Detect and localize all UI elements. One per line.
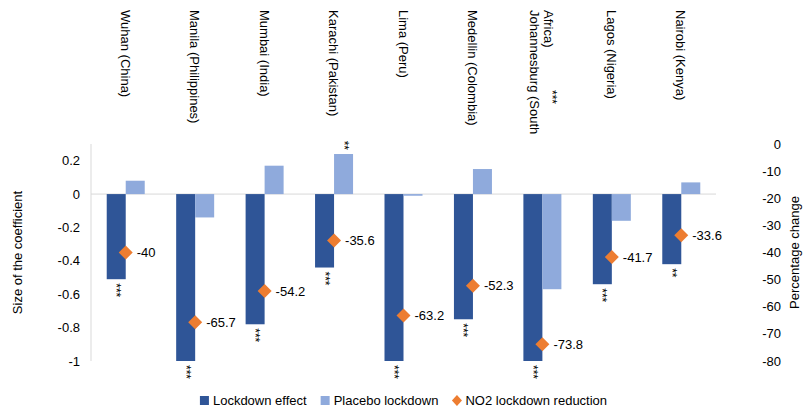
y2-tick-label: -10 <box>762 164 781 179</box>
bar <box>523 194 542 361</box>
y-axis-title: Size of the coefficient <box>10 190 25 314</box>
significance: *** <box>545 90 559 104</box>
y-tick-label: -0.4 <box>58 253 80 268</box>
category-label-line: Nairobi (Kenya) <box>673 10 688 100</box>
y-tick-label: 0.2 <box>62 153 80 168</box>
bar <box>593 194 612 284</box>
significance: *** <box>456 323 470 337</box>
diamond-marker <box>119 246 133 260</box>
data-label: -41.7 <box>623 250 653 265</box>
data-label: -63.2 <box>415 308 445 323</box>
bar <box>404 194 423 196</box>
category-label-line: Wuhan (China) <box>118 10 133 97</box>
bar <box>265 166 284 194</box>
category-label-line: Johannesburg (South <box>527 10 542 134</box>
y2-tick-label: -20 <box>762 191 781 206</box>
y2-axis-title: Percentage change <box>787 196 802 309</box>
y-tick-label: -1 <box>68 354 80 369</box>
diamond-marker <box>535 337 549 351</box>
category-label: Mumbai (India) <box>257 10 272 97</box>
bar <box>176 194 195 361</box>
category-label-line: Lima (Peru) <box>396 10 411 78</box>
bar <box>246 194 265 324</box>
y2-tick-label: -40 <box>762 245 781 260</box>
legend-label: Placebo lockdown <box>334 393 439 408</box>
category-label: Manila (Philippines) <box>187 10 202 123</box>
category-label: Medellin (Colombia) <box>465 10 480 126</box>
data-label: -33.6 <box>692 228 722 243</box>
legend-swatch <box>321 396 330 405</box>
bar <box>195 194 214 217</box>
y2-tick-label: 0 <box>774 137 781 152</box>
diamond-marker <box>466 279 480 293</box>
labels: *******************************-40-65.7-… <box>109 90 722 379</box>
category-label: Wuhan (China) <box>118 10 133 97</box>
bar <box>542 194 561 289</box>
legend-label: Lockdown effect <box>213 393 307 408</box>
significance: *** <box>318 272 332 286</box>
y2-tick-label: -60 <box>762 299 781 314</box>
data-label: -35.6 <box>345 233 375 248</box>
y2-tick-label: -70 <box>762 326 781 341</box>
data-label: -54.2 <box>276 284 306 299</box>
category-label-line: Mumbai (India) <box>257 10 272 97</box>
bar <box>107 194 126 279</box>
y-tick-label: 0 <box>73 187 80 202</box>
category-label: Karachi (Pakistan) <box>326 10 341 116</box>
significance: *** <box>595 288 609 302</box>
data-label: -65.7 <box>206 315 236 330</box>
category-label-line: Manila (Philippines) <box>187 10 202 123</box>
bar <box>334 154 353 194</box>
diamond-marker <box>188 315 202 329</box>
diamond-marker <box>605 250 619 264</box>
bar <box>662 194 681 264</box>
legend-label: NO2 lockdown reduction <box>465 393 607 408</box>
category-label-line: Africa) <box>541 10 556 48</box>
data-label: -52.3 <box>484 278 514 293</box>
category-label-line: Karachi (Pakistan) <box>326 10 341 116</box>
significance: ** <box>337 141 351 151</box>
bar <box>126 181 145 194</box>
y-tick-label: -0.2 <box>58 220 80 235</box>
diamond-marker <box>258 284 272 298</box>
bar <box>681 182 700 194</box>
y-tick-label: -0.8 <box>58 320 80 335</box>
y2-tick-label: -50 <box>762 272 781 287</box>
category-label: Nairobi (Kenya) <box>673 10 688 100</box>
chart: -1 -0.8 -0.6 -0.4 -0.2 0 0.2 -80 -70 -60 -50 -40 -30… <box>0 0 804 417</box>
data-label: -40 <box>137 245 156 260</box>
y2-tick-label: -30 <box>762 218 781 233</box>
significance: *** <box>248 328 262 342</box>
significance: ** <box>665 268 679 278</box>
bar <box>473 169 492 194</box>
diamond-marker <box>674 228 688 242</box>
category-label: Johannesburg (SouthAfrica) <box>527 10 556 134</box>
significance: *** <box>387 365 401 379</box>
legend-swatch <box>452 395 462 406</box>
category-label: Lagos (Nigeria) <box>604 10 619 99</box>
legend-swatch <box>200 396 209 405</box>
bar <box>454 194 473 319</box>
diamond-marker <box>397 308 411 322</box>
y-tick-label: -0.6 <box>58 287 80 302</box>
bar <box>385 194 404 361</box>
significance: *** <box>179 365 193 379</box>
category-label-line: Medellin (Colombia) <box>465 10 480 126</box>
category-label: Lima (Peru) <box>396 10 411 78</box>
y-axis-line <box>91 144 92 361</box>
data-label: -73.8 <box>553 337 583 352</box>
category-label-line: Lagos (Nigeria) <box>604 10 619 99</box>
diamond-marker <box>327 234 341 248</box>
legend: Lockdown effect Placebo lockdown NO2 lockd… <box>200 393 607 408</box>
plot-area <box>107 154 701 361</box>
significance: *** <box>526 365 540 379</box>
bar <box>315 194 334 267</box>
bar <box>612 194 631 221</box>
significance: *** <box>109 283 123 297</box>
y2-tick-label: -80 <box>762 354 781 369</box>
